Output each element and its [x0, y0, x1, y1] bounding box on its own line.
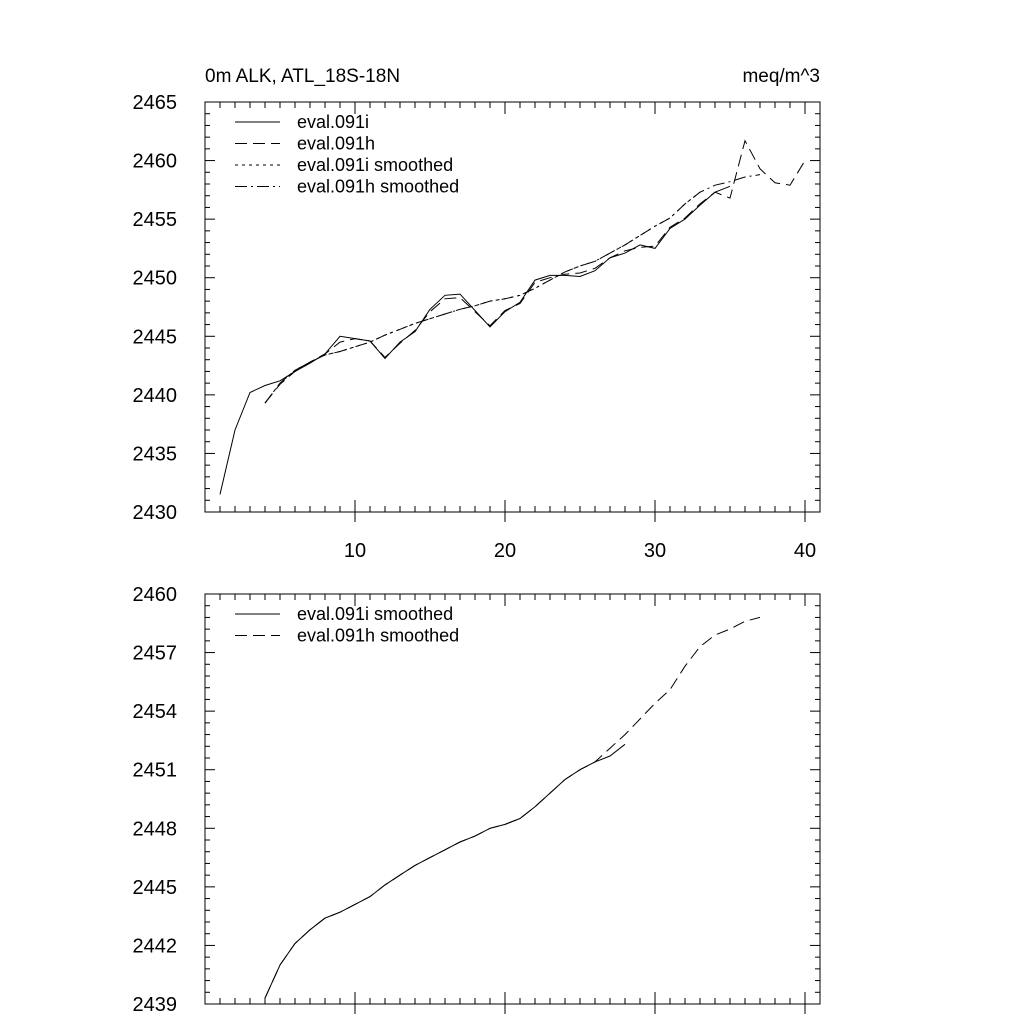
series-line-1 [219, 185, 731, 495]
plot-frame [204, 593, 821, 1005]
series-line-1 [264, 743, 626, 999]
x-tick-label: 30 [644, 540, 666, 562]
legend-label: eval.091h smoothed [297, 626, 459, 646]
series-line-4 [264, 174, 761, 404]
y-tick-label: 2451 [133, 760, 178, 782]
plot-2: 2439 2442 2445 2448 2451 2454 2457 2460 eval.091… [133, 584, 821, 1016]
x-tick-label: 40 [794, 540, 816, 562]
legend-label: eval.091h [297, 134, 375, 154]
y-tick-label: 2442 [133, 935, 178, 957]
y-tick-label: 2465 [133, 92, 178, 114]
y-tick-label: 2460 [133, 584, 178, 606]
series-line-3 [264, 191, 701, 404]
series-line-2 [264, 139, 806, 404]
y-tick-label: 2450 [133, 268, 178, 290]
y-tick-label: 2454 [133, 701, 178, 723]
y-tick-label: 2440 [133, 385, 178, 407]
y-tick-label: 2455 [133, 209, 178, 231]
chart-units: meq/m^3 [742, 66, 820, 87]
y-tick-label: 2445 [133, 326, 178, 348]
y-tick-label: 2448 [133, 818, 178, 840]
x-tick-label: 10 [344, 540, 366, 562]
chart-title: 0m ALK, ATL_18S-18N [205, 66, 400, 87]
y-tick-label: 2439 [133, 994, 178, 1016]
y-tick-label: 2457 [133, 643, 178, 665]
legend-label: eval.091h smoothed [297, 177, 459, 197]
x-tick-label: 20 [494, 540, 516, 562]
legend-label: eval.091i [297, 112, 369, 132]
plot-frame [204, 101, 821, 513]
y-tick-label: 2435 [133, 443, 178, 465]
legend-label: eval.091i smoothed [297, 155, 453, 175]
plot-1: 2430 2435 2440 2445 2450 2455 2460 2465 10 20 30 40… [133, 66, 821, 562]
y-tick-label: 2445 [133, 877, 178, 899]
y-tick-label: 2430 [133, 502, 178, 524]
y-tick-label: 2460 [133, 151, 178, 173]
legend-label: eval.091i smoothed [297, 604, 453, 624]
series-line-2 [264, 616, 761, 999]
